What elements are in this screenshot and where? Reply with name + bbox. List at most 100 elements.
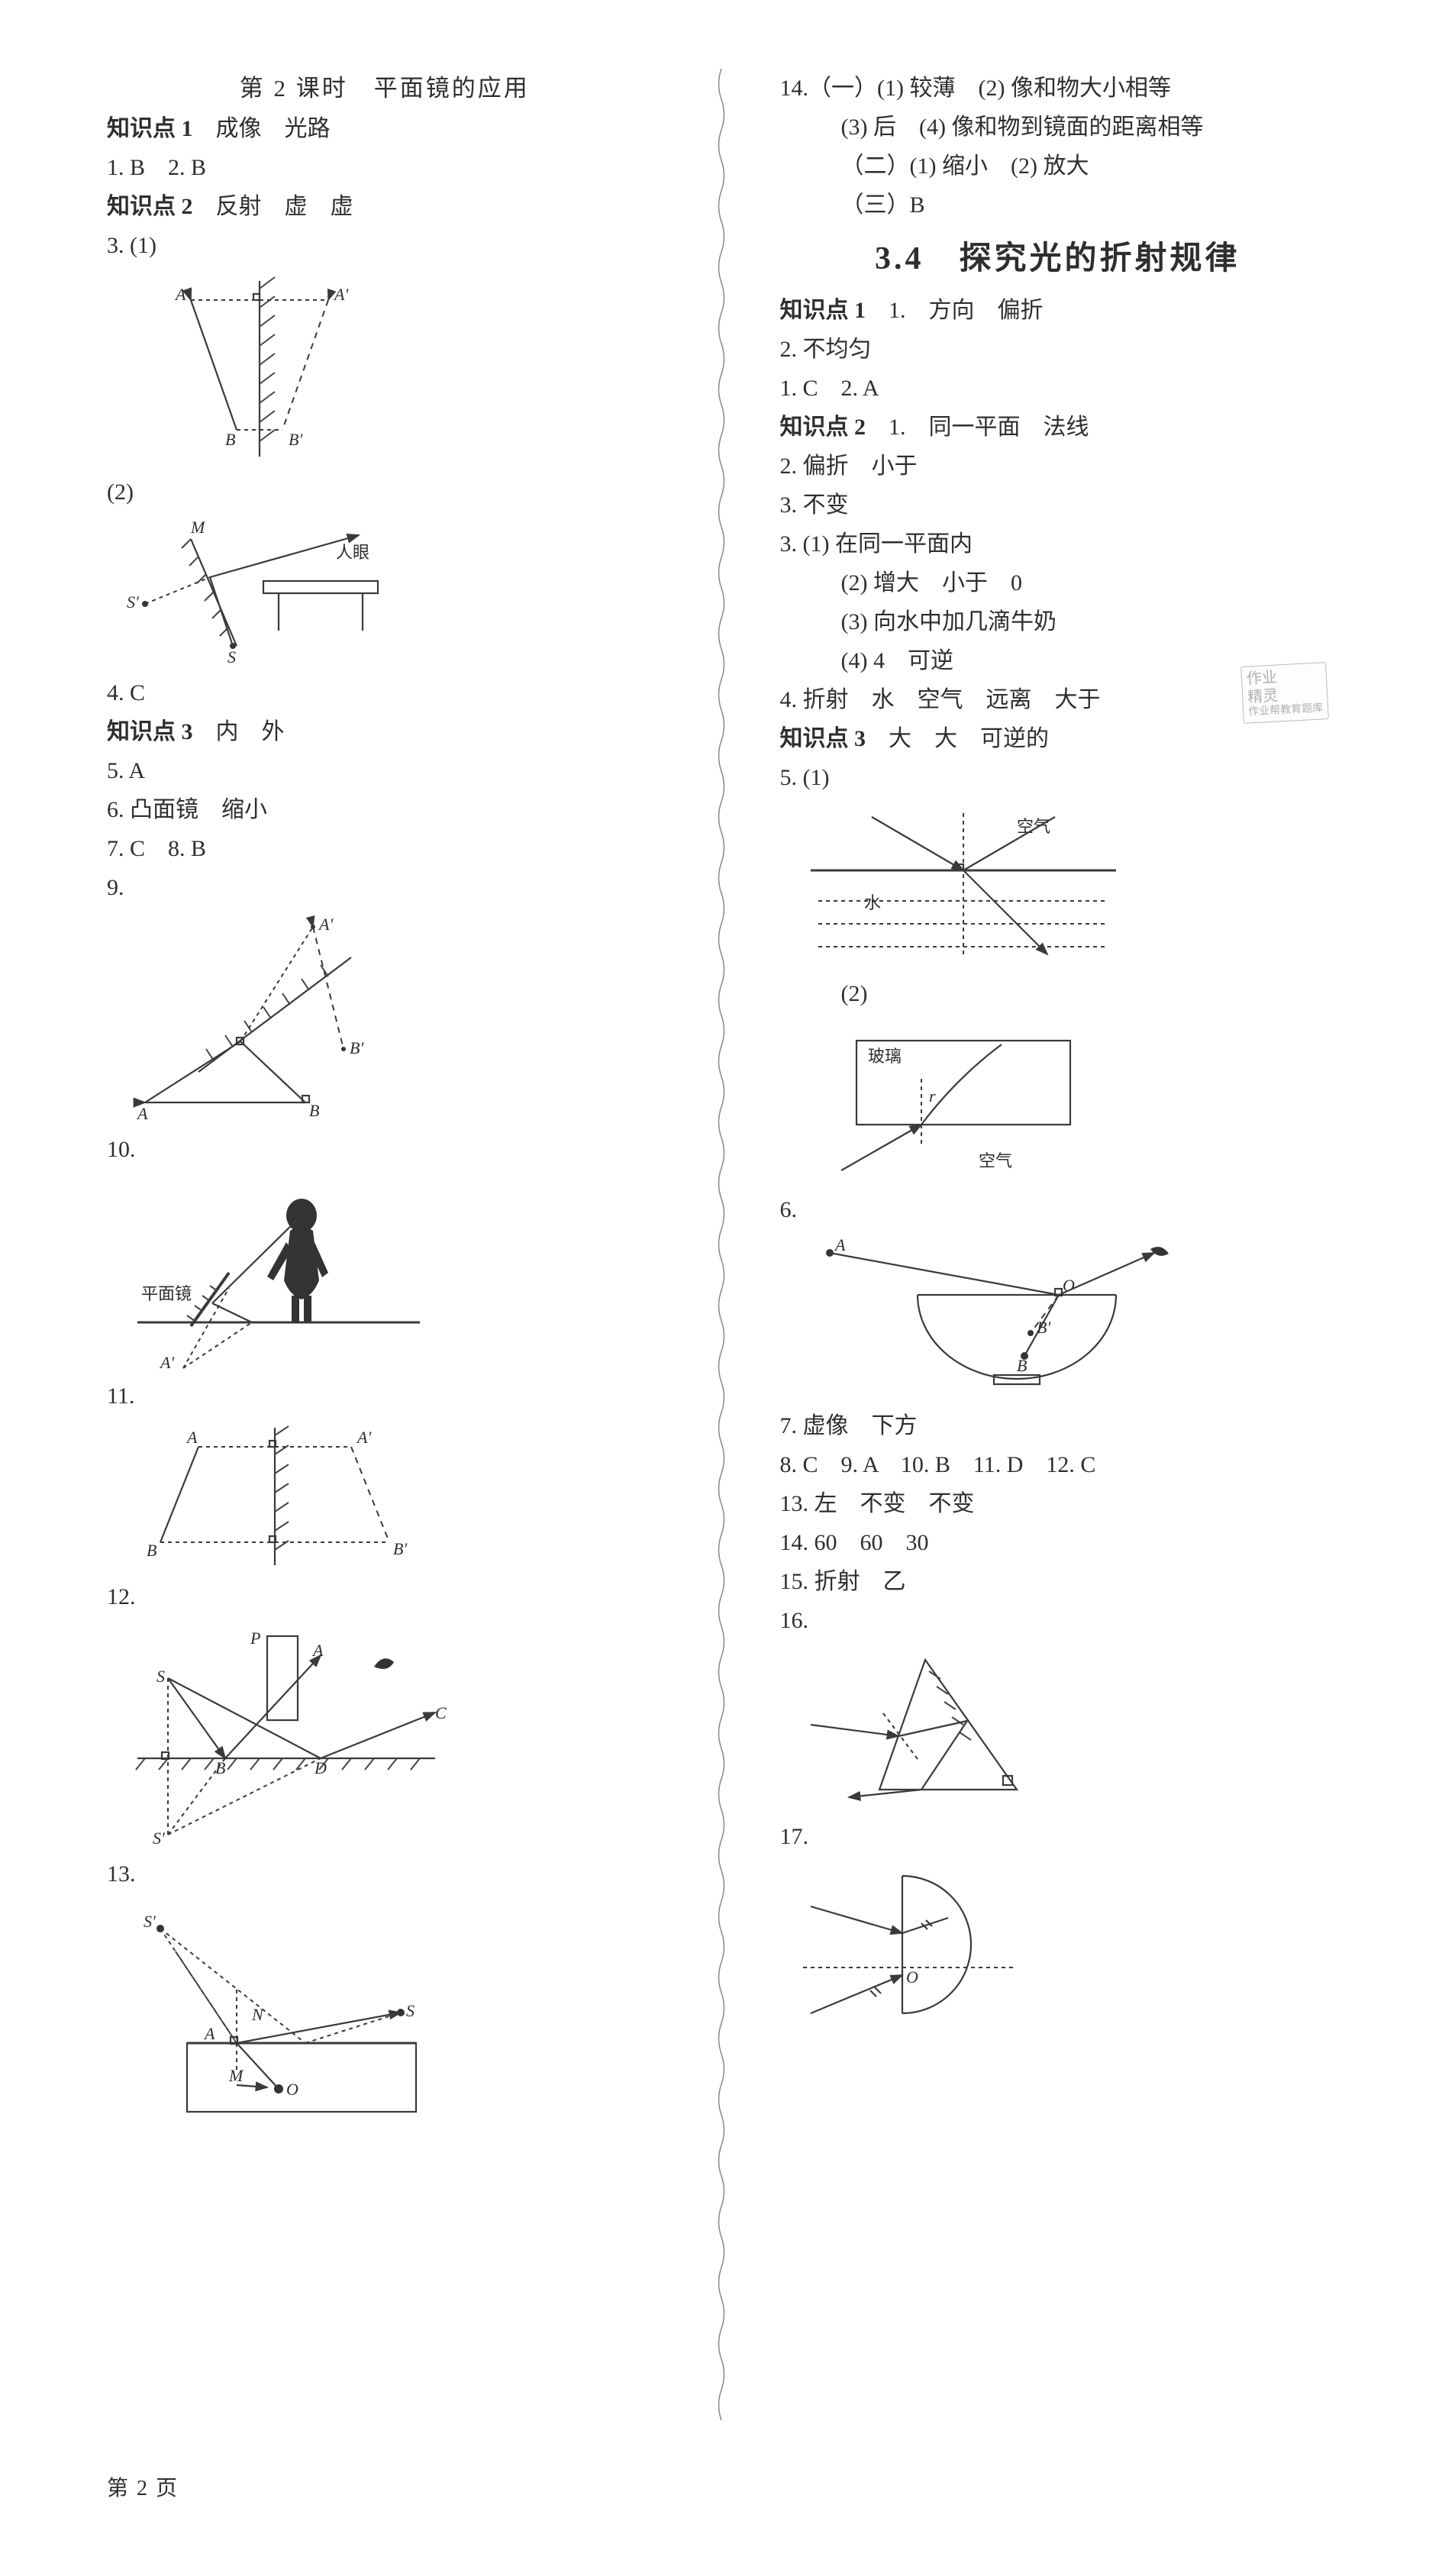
q12: 12. (107, 1577, 663, 1616)
svg-text:S′: S′ (144, 1912, 156, 1931)
svg-text:水: 水 (864, 893, 881, 912)
r-kp2-text: 1. 同一平面 法线 (889, 415, 1089, 440)
r7: 7. 虚像 下方 (780, 1406, 1336, 1445)
svg-text:A′: A′ (356, 1428, 372, 1447)
svg-text:S: S (156, 1667, 165, 1686)
svg-text:空气: 空气 (979, 1151, 1012, 1170)
kp3: 知识点 3 内 外 (107, 712, 663, 751)
fig-6: O A B B′ (788, 1234, 1185, 1402)
fig-5-1: 空气 水 (788, 802, 1139, 970)
q5: 5. A (107, 751, 663, 790)
r-kp1: 知识点 1 1. 方向 偏折 (780, 291, 1336, 330)
fig-16 (788, 1645, 1063, 1813)
q3-2: (2) (107, 473, 663, 512)
page-footer: 第 2 页 (107, 2471, 1335, 2507)
r8-12: 8. C 9. A 10. B 11. D 12. C (780, 1445, 1336, 1484)
r-kp3: 知识点 3 大 大 可逆的 (780, 719, 1336, 758)
svg-text:A′: A′ (159, 1353, 175, 1372)
svg-text:人眼: 人眼 (336, 543, 369, 562)
r-kp2: 知识点 2 1. 同一平面 法线 (780, 408, 1336, 447)
svg-text:S′: S′ (153, 1829, 166, 1848)
r-kp1-label: 知识点 1 (780, 298, 866, 323)
svg-text:B: B (225, 430, 235, 449)
fig-5-2: 玻璃 空气 r (788, 1018, 1108, 1186)
r13: 13. 左 不变 不变 (780, 1484, 1336, 1523)
svg-text:S′: S′ (127, 592, 140, 612)
column-divider (716, 69, 727, 2432)
svg-text:B′: B′ (289, 430, 303, 449)
q14-3: (3) 后 (4) 像和物到镜面的距离相等 (780, 108, 1336, 147)
svg-text:A′: A′ (333, 285, 349, 304)
right-column: 14.（一）(1) 较薄 (2) 像和物大小相等 (3) 后 (4) 像和物到镜… (757, 69, 1336, 2041)
q1-2: 1. B 2. B (107, 148, 663, 187)
q14-a: 14.（一）(1) 较薄 (2) 像和物大小相等 (780, 69, 1336, 108)
q14-b: （二）(1) 缩小 (2) 放大 (780, 147, 1336, 186)
r17: 17. (780, 1817, 1336, 1856)
svg-text:B: B (147, 1541, 156, 1560)
fig-17: O (788, 1861, 1032, 2036)
svg-text:A: A (174, 285, 186, 304)
svg-text:B′: B′ (393, 1539, 408, 1558)
svg-text:O: O (906, 1968, 918, 1987)
svg-text:D: D (314, 1758, 327, 1777)
q11: 11. (107, 1377, 663, 1416)
kp2: 知识点 2 反射 虚 虚 (107, 187, 663, 226)
r2: 2. 不均匀 (780, 330, 1336, 369)
svg-text:A: A (136, 1104, 148, 1123)
r5-2: (2) (780, 974, 1336, 1013)
kp3-label: 知识点 3 (107, 719, 193, 744)
q4: 4. C (107, 673, 663, 712)
kp2-label: 知识点 2 (107, 194, 193, 219)
kp1-text: 成像 光路 (216, 116, 331, 141)
svg-text:S: S (406, 2001, 415, 2020)
r-kp3-label: 知识点 3 (780, 726, 866, 751)
svg-text:O: O (286, 2080, 298, 2099)
r-kp2-label: 知识点 2 (780, 415, 866, 440)
svg-text:A′: A′ (318, 915, 334, 934)
kp2-text: 反射 虚 虚 (216, 194, 353, 219)
q3: 3. (1) (107, 226, 663, 265)
svg-text:N: N (251, 2005, 264, 2024)
r3a: 3. (1) 在同一平面内 (780, 525, 1336, 563)
svg-text:S: S (227, 647, 236, 667)
fig-11: A B A′ B′ (115, 1420, 435, 1573)
svg-text:C: C (435, 1703, 447, 1722)
svg-text:B′: B′ (1037, 1318, 1051, 1337)
r-kp1-text: 1. 方向 偏折 (889, 298, 1044, 323)
lesson-title: 第 2 课时 平面镜的应用 (107, 69, 663, 109)
left-column: 第 2 课时 平面镜的应用 知识点 1 成像 光路 1. B 2. B 知识点 … (107, 69, 686, 2132)
r14: 14. 60 60 30 (780, 1523, 1336, 1562)
r5: 5. (1) (780, 758, 1336, 797)
r3c: (3) 向水中加几滴牛奶 (780, 602, 1336, 641)
fig-12: P S A B D C S′ (115, 1621, 466, 1850)
watermark-stamp: 作业 精灵 作业帮教育题库 (1240, 662, 1329, 724)
svg-text:M: M (190, 518, 206, 537)
q6: 6. 凸面镜 缩小 (107, 790, 663, 829)
svg-text:空气: 空气 (1017, 817, 1050, 836)
fig-3-1: A B A′ B′ (115, 270, 389, 468)
svg-text:平面镜: 平面镜 (141, 1284, 192, 1303)
svg-text:B: B (309, 1101, 319, 1120)
svg-text:A: A (185, 1428, 198, 1447)
svg-text:A: A (203, 2024, 215, 2043)
svg-text:A: A (834, 1235, 846, 1254)
q13: 13. (107, 1855, 663, 1893)
fig-3-2: M S S′ 人眼 (115, 516, 420, 669)
svg-text:P: P (250, 1629, 260, 1648)
r16: 16. (780, 1601, 1336, 1640)
fig-13: O M S A N S′ (115, 1898, 450, 2127)
svg-text:玻璃: 玻璃 (868, 1047, 902, 1066)
q9: 9. (107, 868, 663, 907)
kp3-text: 内 外 (216, 719, 285, 744)
svg-text:A: A (311, 1641, 324, 1660)
q14-c: （三）B (780, 186, 1336, 224)
r3bb: (2) 增大 小于 0 (780, 563, 1336, 602)
svg-text:r: r (929, 1086, 936, 1106)
section-3-4: 3.4 探究光的折射规律 (780, 232, 1336, 286)
fig-9: A B A′ B′ (115, 912, 420, 1125)
kp1: 知识点 1 成像 光路 (107, 109, 663, 148)
q7-8: 7. C 8. B (107, 829, 663, 868)
r2b: 2. 偏折 小于 (780, 447, 1336, 486)
r15: 15. 折射 乙 (780, 1562, 1336, 1601)
svg-text:B′: B′ (350, 1038, 364, 1057)
